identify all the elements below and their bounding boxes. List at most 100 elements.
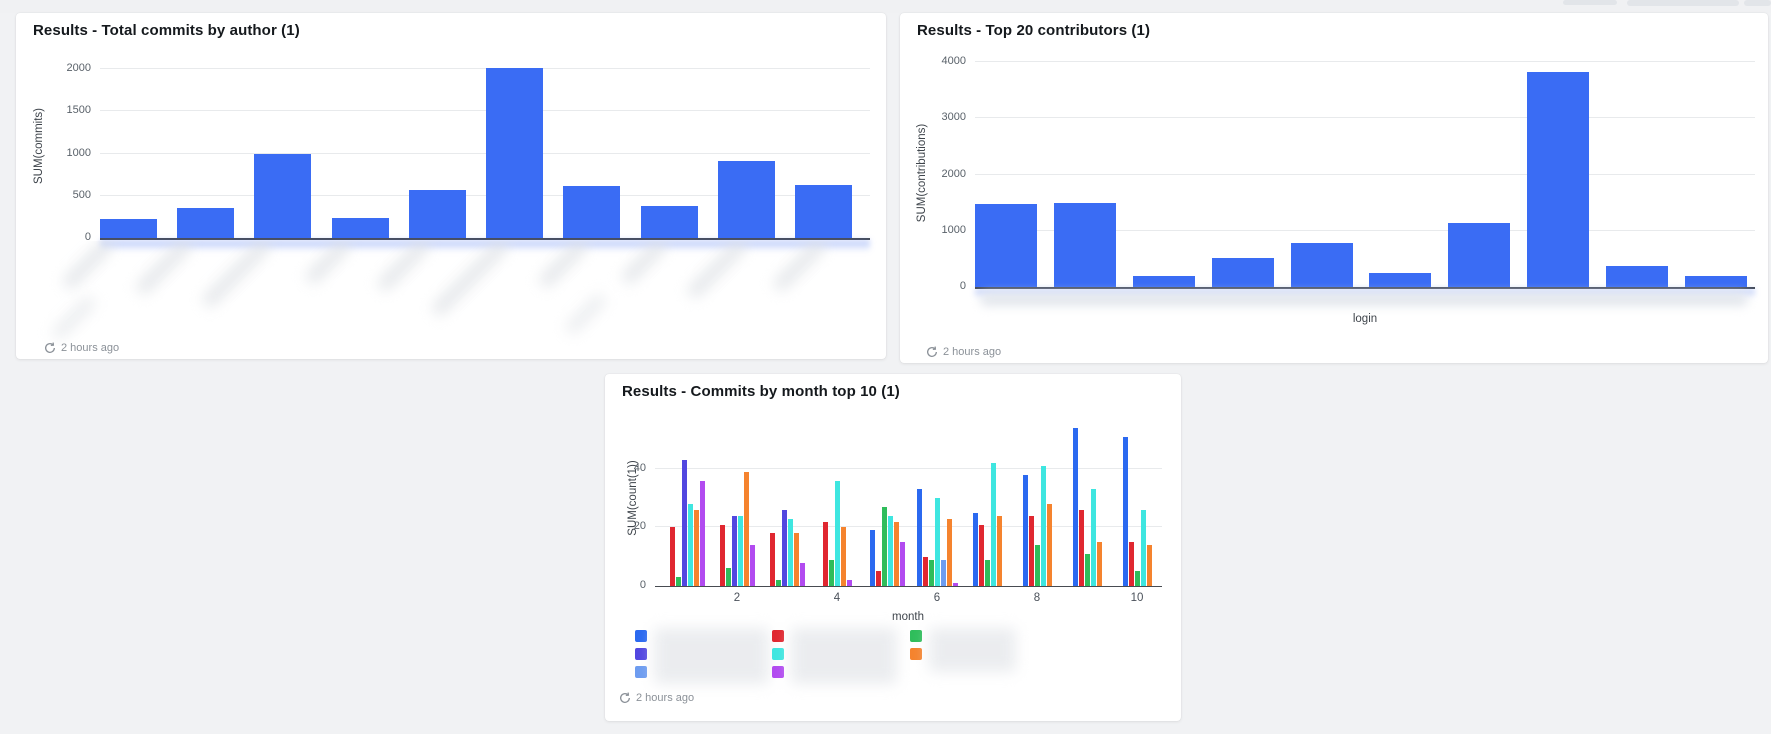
refresh-icon[interactable] [619,692,631,704]
legend-swatch-purple [772,666,784,678]
blurred-label-streak [685,241,748,301]
bar[interactable] [1132,276,1195,287]
bar[interactable] [717,161,775,238]
bar-green[interactable] [1034,545,1040,586]
bar-cyan[interactable] [687,504,693,586]
bar[interactable] [177,208,235,238]
bar-red[interactable] [822,521,828,586]
bar[interactable] [640,206,698,238]
blurred-label-streak [620,241,669,286]
bar[interactable] [1684,276,1747,287]
bar[interactable] [1527,72,1590,287]
y-tick-label: 2000 [941,167,966,180]
bar-blue[interactable] [1022,474,1028,586]
x-tick-label: 8 [1033,592,1041,604]
bar-cyan[interactable] [887,515,893,586]
tab-pill[interactable] [1744,0,1771,6]
bar-orange[interactable] [946,518,952,586]
bar-cyan[interactable] [1140,509,1146,586]
bar-red[interactable] [875,571,881,586]
bar-indigo[interactable] [781,509,787,586]
card-title: Results - Total commits by author (1) [33,22,300,39]
bar-cyan[interactable] [1040,465,1046,586]
bar-red[interactable] [719,524,725,586]
bar-cyan[interactable] [787,518,793,586]
bar[interactable] [1448,223,1511,287]
bar-green[interactable] [928,559,934,586]
bar-purple[interactable] [846,580,852,586]
month-group [862,410,912,586]
legend-swatch-lightblue [635,666,647,678]
bar-orange[interactable] [743,471,749,586]
gridline [655,526,1162,528]
bar-cyan[interactable] [1090,489,1096,586]
blurred-x-axis-labels [36,241,876,346]
bar-purple[interactable] [749,545,755,586]
bar-indigo[interactable] [681,460,687,586]
bar[interactable] [331,218,389,238]
legend-swatch-orange [910,648,922,660]
bar-cyan[interactable] [834,480,840,586]
bar[interactable] [100,219,157,238]
bar-indigo[interactable] [731,515,737,586]
bar-blue[interactable] [1072,427,1078,586]
bar-blue[interactable] [1122,436,1128,586]
bar-cyan[interactable] [737,515,743,586]
bar-orange[interactable] [793,533,799,586]
bar-cyan[interactable] [934,498,940,586]
bar-orange[interactable] [1096,542,1102,586]
bar-blue[interactable] [869,530,875,586]
bar-orange[interactable] [1046,504,1052,586]
bar[interactable] [563,186,621,238]
bar-red[interactable] [1078,509,1084,586]
bar[interactable] [408,190,466,238]
bar[interactable] [1211,258,1274,287]
tab-pill[interactable] [1563,0,1617,5]
bar-green[interactable] [725,568,731,586]
blurred-label-streak [134,241,194,297]
bar-red[interactable] [1028,515,1034,586]
bar-blue[interactable] [972,512,978,586]
x-tick-label: 2 [733,592,741,604]
bar-green[interactable] [984,559,990,586]
bar-orange[interactable] [893,521,899,586]
bar-purple[interactable] [699,480,705,586]
bar[interactable] [1369,273,1432,287]
bar-orange[interactable] [996,515,1002,586]
bar-red[interactable] [922,556,928,586]
refresh-icon[interactable] [926,346,938,358]
bar-orange[interactable] [693,509,699,586]
x-axis-label: month [892,611,924,623]
bar[interactable] [254,154,312,238]
bar-purple[interactable] [799,562,805,586]
address-bar-pill[interactable] [1627,0,1739,6]
bar-lightblue[interactable] [940,559,946,586]
bar[interactable] [1606,266,1668,287]
bar-orange[interactable] [840,527,846,586]
bar-purple[interactable] [952,583,958,586]
refresh-icon[interactable] [44,342,56,354]
bar-red[interactable] [669,527,675,586]
bar-green[interactable] [828,559,834,586]
bar-green[interactable] [881,506,887,586]
bar-red[interactable] [978,524,984,586]
bar-cyan[interactable] [990,462,996,586]
bar-red[interactable] [1128,542,1134,586]
bar[interactable] [1290,243,1353,287]
bar[interactable] [975,204,1037,287]
bar-green[interactable] [775,580,781,586]
bar[interactable] [1053,203,1116,287]
bar-orange[interactable] [1146,545,1152,586]
bar-green[interactable] [675,577,681,586]
bar-blue[interactable] [916,489,922,586]
bar-green[interactable] [1134,571,1140,586]
gridline [975,117,1755,119]
month-group [662,410,712,586]
bar[interactable] [486,68,544,238]
month-group: 2 [712,410,762,604]
bar-red[interactable] [769,533,775,586]
bar-green[interactable] [1084,553,1090,586]
bar-purple[interactable] [899,542,905,586]
bar[interactable] [794,185,852,238]
